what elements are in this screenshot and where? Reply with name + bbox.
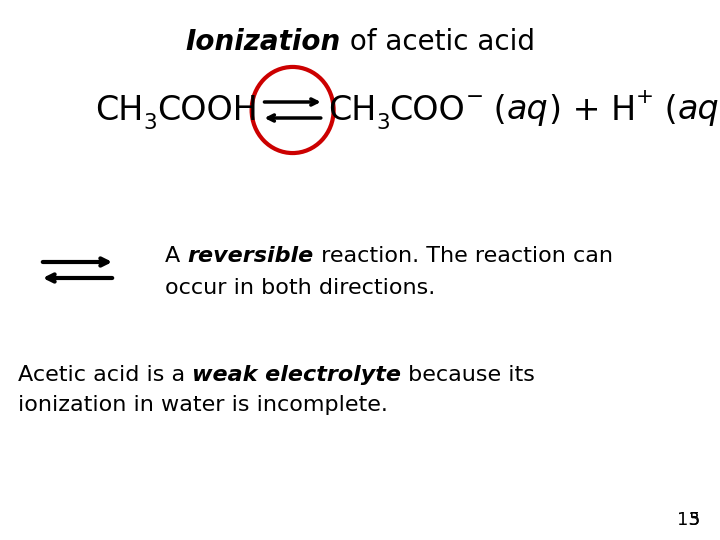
Text: reaction. The reaction can: reaction. The reaction can	[314, 246, 613, 266]
Text: (: (	[483, 93, 507, 126]
Text: CH: CH	[95, 93, 143, 126]
Text: COOH: COOH	[157, 93, 258, 126]
Text: weak electrolyte: weak electrolyte	[192, 365, 401, 385]
Text: Acetic acid is a: Acetic acid is a	[18, 365, 192, 385]
Text: A: A	[165, 246, 187, 266]
Text: 13: 13	[677, 511, 700, 529]
Text: +: +	[636, 87, 654, 107]
Text: 5: 5	[688, 511, 700, 529]
Text: 3: 3	[376, 113, 390, 133]
Text: −: −	[465, 87, 483, 107]
Text: (: (	[654, 93, 678, 126]
Text: aq: aq	[678, 93, 719, 126]
Text: aq: aq	[507, 93, 549, 126]
Text: ) + H: ) + H	[549, 93, 636, 126]
Text: reversible: reversible	[187, 246, 314, 266]
Text: occur in both directions.: occur in both directions.	[165, 278, 436, 298]
Text: ionization in water is incomplete.: ionization in water is incomplete.	[18, 395, 388, 415]
Text: of acetic acid: of acetic acid	[341, 28, 535, 56]
Text: Ionization: Ionization	[185, 28, 341, 56]
Text: ): )	[719, 93, 720, 126]
Text: 3: 3	[143, 113, 157, 133]
Text: because its: because its	[401, 365, 535, 385]
Text: COO: COO	[390, 93, 465, 126]
Text: CH: CH	[328, 93, 376, 126]
